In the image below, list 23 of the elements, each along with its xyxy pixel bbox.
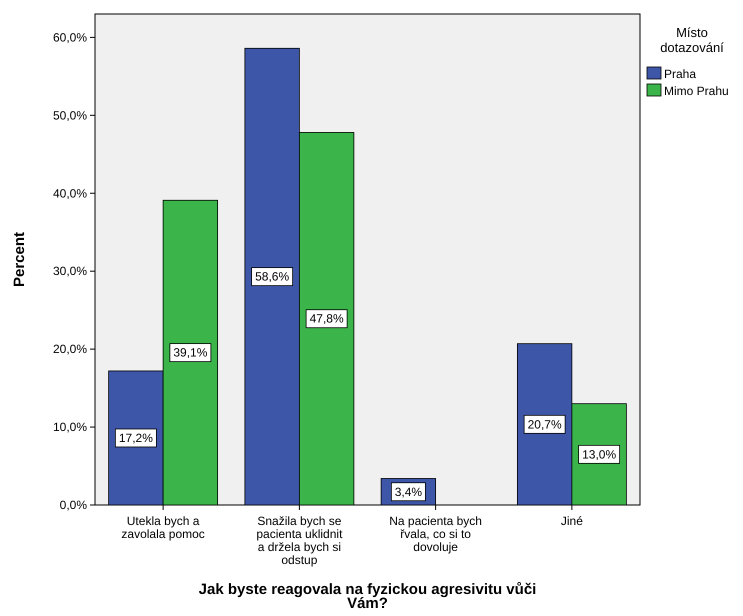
x-tick-label: Jiné [560,514,584,528]
data-label: 3,4% [394,484,422,499]
data-label: 47,8% [310,312,344,326]
y-tick-label: 40,0% [52,186,88,200]
x-tick-label: Snažila bych se pacienta uklidnit a držela bych si odstup [256,514,344,567]
x-axis-title: Jak byste reagovala na fyzickou agresivitu vůči Vám? [198,581,536,612]
data-label: 13,0% [582,447,616,462]
data-label: 20,7% [528,417,562,432]
legend-title: Místo dotazování [660,25,724,55]
y-axis-title: Percent [11,232,28,288]
legend-label: Praha [664,67,696,81]
y-tick-label: 20,0% [52,342,88,356]
y-tick-label: 0,0% [60,498,88,512]
x-tick-label: Na pacienta bych řvala, co si to dovoluje [389,514,482,554]
y-tick-label: 30,0% [52,264,88,278]
data-label: 58,6% [255,270,290,284]
y-tick-label: 10,0% [52,420,88,434]
data-label: 39,1% [173,346,208,360]
y-tick-label: 60,0% [52,30,88,44]
data-label: 17,2% [118,430,154,445]
x-tick-label: Utekla bych a zavolala pomoc [121,514,205,541]
legend-label: Mimo Prahu [664,84,729,98]
y-tick-label: 50,0% [52,108,88,122]
